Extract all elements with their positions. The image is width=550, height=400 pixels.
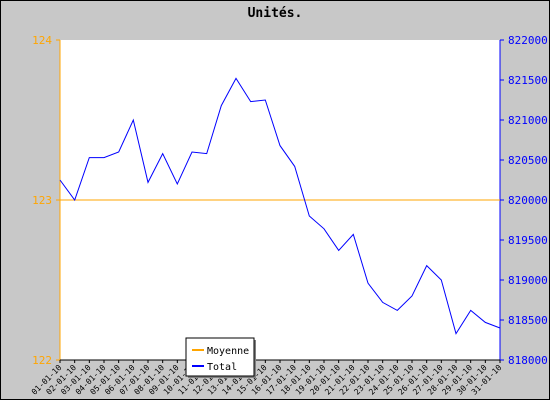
right-tick-label: 820500 — [508, 154, 548, 167]
legend-label-moyenne: Moyenne — [207, 346, 249, 357]
legend-label-total: Total — [207, 362, 237, 373]
right-tick-label: 820000 — [508, 194, 548, 207]
right-tick-label: 821000 — [508, 114, 548, 127]
series-line-total — [59, 77, 501, 335]
chart-title: Unités. — [248, 6, 303, 21]
right-tick-label: 819000 — [508, 274, 548, 287]
right-tick-label: 821500 — [508, 74, 548, 87]
right-tick-label: 822000 — [508, 34, 548, 47]
left-tick-label: 123 — [32, 194, 52, 207]
left-tick-label: 124 — [32, 34, 52, 47]
right-tick-label: 818500 — [508, 314, 548, 327]
right-tick-label: 819500 — [508, 234, 548, 247]
legend: Moyenne Total — [185, 337, 256, 378]
right-tick-label: 818000 — [508, 354, 548, 367]
legend-box — [185, 337, 255, 377]
left-tick-label: 122 — [32, 354, 52, 367]
